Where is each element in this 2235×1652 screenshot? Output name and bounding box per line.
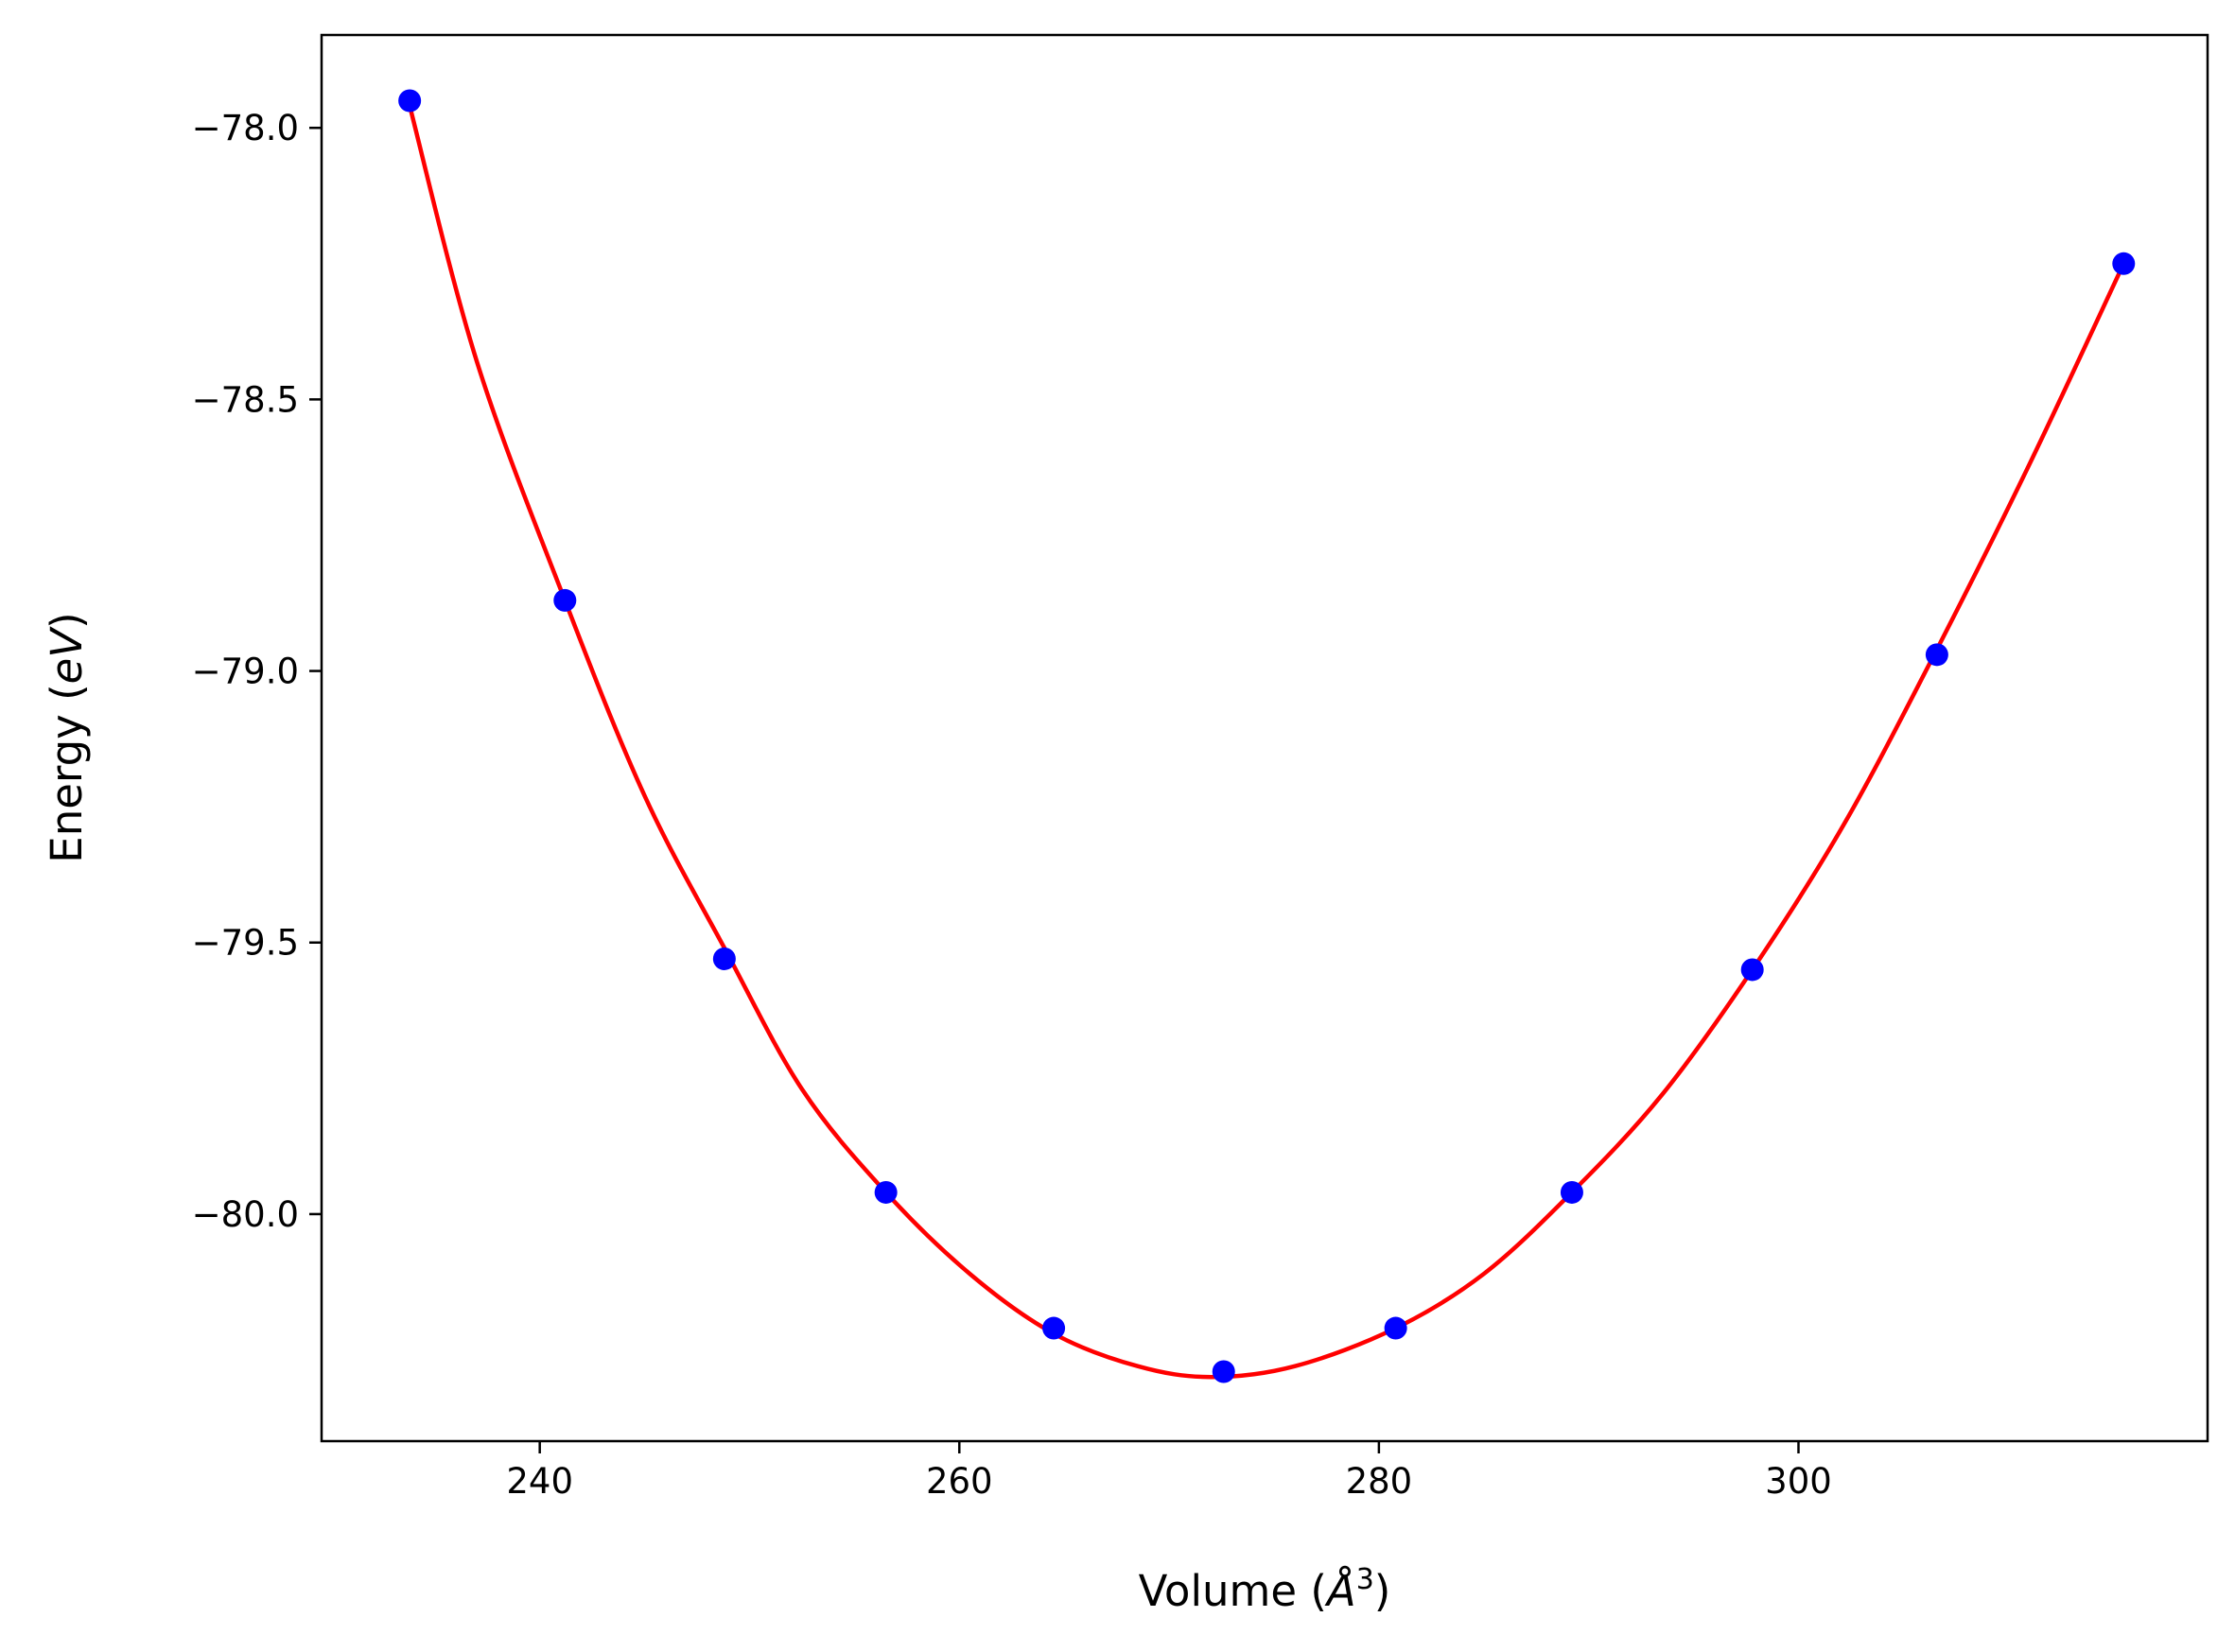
x-axis-ticks: 240 260 280 300 bbox=[506, 1441, 1832, 1502]
data-point bbox=[874, 1180, 898, 1204]
y-tick-label: −79.5 bbox=[192, 923, 299, 964]
y-tick-label: −78.5 bbox=[192, 379, 299, 420]
y-tick-label: −79.0 bbox=[192, 652, 299, 692]
fit-curve-layer bbox=[408, 105, 2126, 1380]
data-point bbox=[1925, 643, 1948, 667]
data-point bbox=[1384, 1316, 1407, 1340]
data-point bbox=[553, 588, 577, 612]
data-point bbox=[398, 89, 422, 113]
data-point bbox=[712, 947, 736, 970]
plot-area bbox=[320, 33, 2209, 1443]
y-tick-label: −80.0 bbox=[192, 1194, 299, 1235]
y-axis-label: Energy (eV) bbox=[42, 612, 92, 862]
data-point bbox=[1212, 1360, 1235, 1383]
data-point bbox=[1042, 1316, 1066, 1340]
x-tick-label: 280 bbox=[1346, 1461, 1413, 1502]
x-tick-label: 260 bbox=[926, 1461, 993, 1502]
data-point bbox=[1740, 958, 1764, 982]
x-tick-label: 300 bbox=[1765, 1461, 1832, 1502]
y-axis-ticks: −78.0 −78.5 −79.0 −79.5 −80.0 bbox=[192, 108, 322, 1235]
y-tick-label: −78.0 bbox=[192, 108, 299, 148]
data-point bbox=[1560, 1180, 1583, 1204]
data-point bbox=[2112, 252, 2136, 275]
x-tick-label: 240 bbox=[506, 1461, 573, 1502]
data-points-layer bbox=[398, 89, 2136, 1383]
x-axis-label: Volume (Å3) bbox=[1139, 1563, 1391, 1616]
fit-curve bbox=[408, 105, 2126, 1380]
